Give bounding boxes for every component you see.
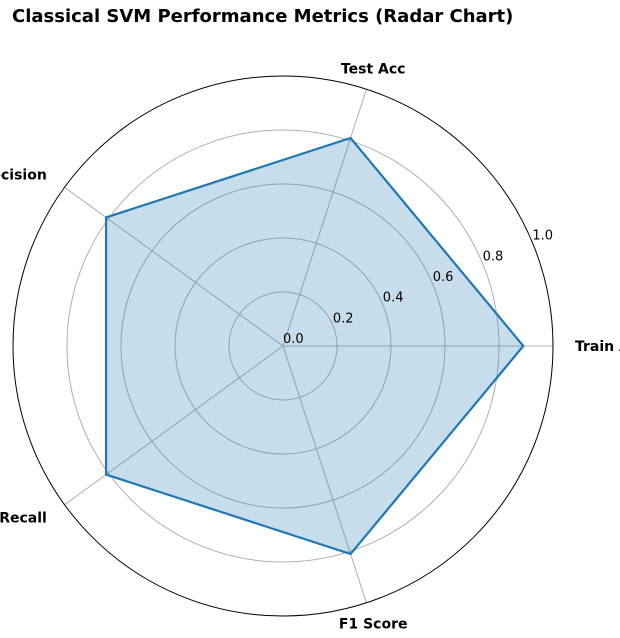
label-layer: 0.0 0.2 0.4 0.6 0.8 1.0 Train Acc Test Acc Preci… bbox=[0, 61, 620, 632]
axis-label-4: F1 Score bbox=[339, 617, 408, 633]
radial-tick-label-0: 0.0 bbox=[283, 332, 304, 347]
spoke-line-2 bbox=[64, 186, 284, 347]
axis-label-3: Recall bbox=[0, 511, 47, 527]
spoke-line-1 bbox=[282, 89, 367, 347]
spoke-line-3 bbox=[64, 345, 284, 506]
radial-tick-label-1: 0.2 bbox=[333, 311, 354, 326]
axis-label-2: Precision bbox=[0, 167, 47, 183]
radial-tick-label-5: 1.0 bbox=[532, 229, 553, 244]
series-line bbox=[104, 136, 525, 556]
data-layer bbox=[104, 136, 525, 556]
spoke-line-4 bbox=[282, 345, 367, 603]
radial-tick-label-4: 0.8 bbox=[483, 249, 504, 264]
series-area bbox=[106, 138, 524, 554]
axis-label-1: Test Acc bbox=[341, 61, 406, 77]
chart-title: Classical SVM Performance Metrics (Radar… bbox=[12, 6, 514, 27]
radial-tick-label-3: 0.6 bbox=[433, 270, 454, 285]
axis-label-0: Train Acc bbox=[575, 339, 620, 355]
radial-tick-label-2: 0.4 bbox=[383, 291, 404, 306]
grid-layer bbox=[12, 75, 554, 617]
outer-frame bbox=[12, 75, 554, 617]
